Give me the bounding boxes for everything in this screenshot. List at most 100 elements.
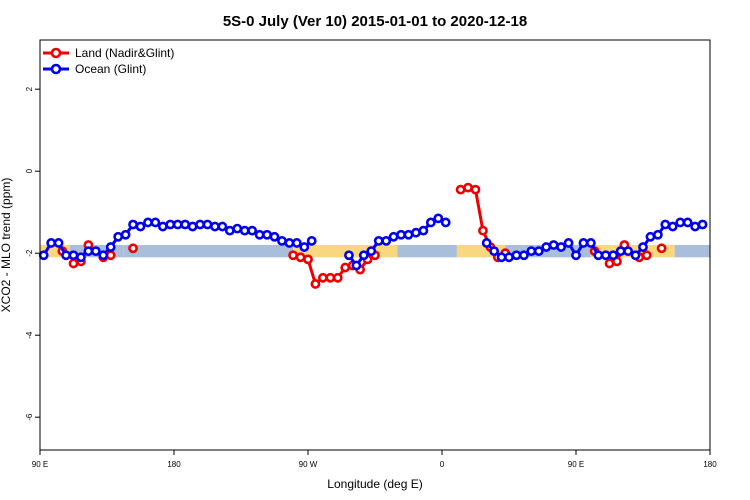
data-point	[697, 219, 708, 230]
data-point	[411, 227, 421, 238]
data-point	[470, 184, 481, 195]
data-point	[325, 272, 336, 283]
data-point	[403, 229, 414, 240]
band-segment	[123, 245, 294, 258]
data-point	[396, 229, 406, 240]
data-point	[388, 231, 399, 242]
data-point	[105, 250, 116, 261]
data-point	[660, 219, 671, 230]
data-point	[332, 272, 343, 283]
data-point	[440, 217, 451, 228]
data-point	[150, 217, 161, 228]
x-axis-label: Longitude (deg E)	[327, 477, 422, 491]
series-layer	[38, 182, 708, 289]
data-point	[317, 272, 328, 283]
band-segment	[674, 245, 710, 258]
data-point	[358, 250, 369, 261]
data-point	[463, 182, 473, 193]
data-point	[630, 250, 641, 261]
data-point	[172, 219, 183, 230]
data-point	[526, 246, 537, 257]
data-point	[455, 184, 466, 195]
data-point	[656, 243, 667, 254]
data-point	[224, 225, 235, 236]
data-point	[682, 217, 693, 228]
data-point	[180, 219, 191, 230]
data-point	[608, 250, 619, 261]
data-point	[496, 252, 507, 263]
legend: Land (Nadir&Glint) Ocean (Glint)	[43, 46, 174, 76]
y-tick-label: 2	[25, 86, 34, 91]
data-point	[600, 250, 611, 261]
data-point	[578, 238, 589, 248]
data-point	[277, 235, 287, 246]
legend-swatch-marker	[50, 47, 62, 59]
data-point	[541, 242, 552, 252]
data-point	[288, 250, 299, 261]
legend-item: Land (Nadir&Glint)	[43, 46, 174, 60]
y-tick-label: -4	[25, 331, 34, 339]
y-tick-label: -2	[25, 249, 34, 257]
data-point	[291, 238, 302, 248]
data-point	[556, 242, 567, 252]
data-point	[303, 254, 313, 265]
data-point	[563, 238, 574, 248]
legend-label: Ocean (Glint)	[75, 62, 146, 76]
data-point	[128, 243, 138, 254]
data-point	[98, 250, 109, 261]
data-point	[157, 221, 168, 232]
data-point	[585, 238, 596, 248]
data-point	[344, 250, 354, 261]
data-point	[652, 229, 663, 240]
data-point	[518, 250, 529, 261]
data-point	[68, 258, 79, 269]
data-point	[425, 217, 436, 228]
data-point	[128, 219, 138, 230]
plot-frame	[39, 39, 711, 451]
data-point	[645, 231, 656, 242]
data-point	[533, 246, 544, 257]
x-tick-label: 90 W	[299, 460, 318, 469]
y-tick-label: -6	[25, 413, 34, 421]
legend-item: Ocean (Glint)	[43, 62, 146, 76]
data-point	[210, 221, 220, 232]
data-point	[187, 221, 198, 232]
data-point	[90, 246, 101, 257]
data-point	[295, 252, 306, 263]
legend-swatch-marker	[50, 63, 62, 75]
data-point	[135, 221, 146, 232]
data-point	[306, 235, 317, 246]
data-point	[202, 219, 213, 230]
data-point	[604, 258, 615, 269]
y-tick-label: 0	[25, 168, 34, 173]
data-point	[61, 250, 71, 261]
chart-title: 5S-0 July (Ver 10) 2015-01-01 to 2020-12…	[223, 13, 527, 30]
data-point	[310, 279, 321, 289]
data-point	[46, 238, 57, 248]
data-point	[478, 225, 488, 236]
series-land	[57, 182, 667, 289]
data-point	[165, 219, 176, 230]
x-tick-label: 180	[167, 460, 181, 469]
data-point	[143, 217, 153, 228]
data-point	[641, 250, 652, 261]
y-axis: 2 0 -2 -4 -6	[25, 86, 40, 421]
data-point	[690, 221, 701, 232]
x-tick-label: 90 E	[568, 460, 584, 469]
data-point	[548, 240, 559, 250]
data-point	[113, 231, 124, 242]
data-point	[571, 250, 581, 261]
data-point	[269, 231, 280, 242]
data-point	[53, 238, 64, 248]
data-point	[247, 225, 258, 236]
y-axis-label: XCO2 - MLO trend (ppm)	[0, 178, 13, 313]
data-point	[262, 229, 272, 240]
data-point	[511, 250, 522, 261]
data-point	[120, 229, 131, 240]
data-point	[481, 238, 492, 248]
data-point	[418, 225, 429, 236]
x-tick-label: 0	[440, 460, 445, 469]
data-point	[195, 219, 205, 230]
data-point	[299, 242, 310, 252]
